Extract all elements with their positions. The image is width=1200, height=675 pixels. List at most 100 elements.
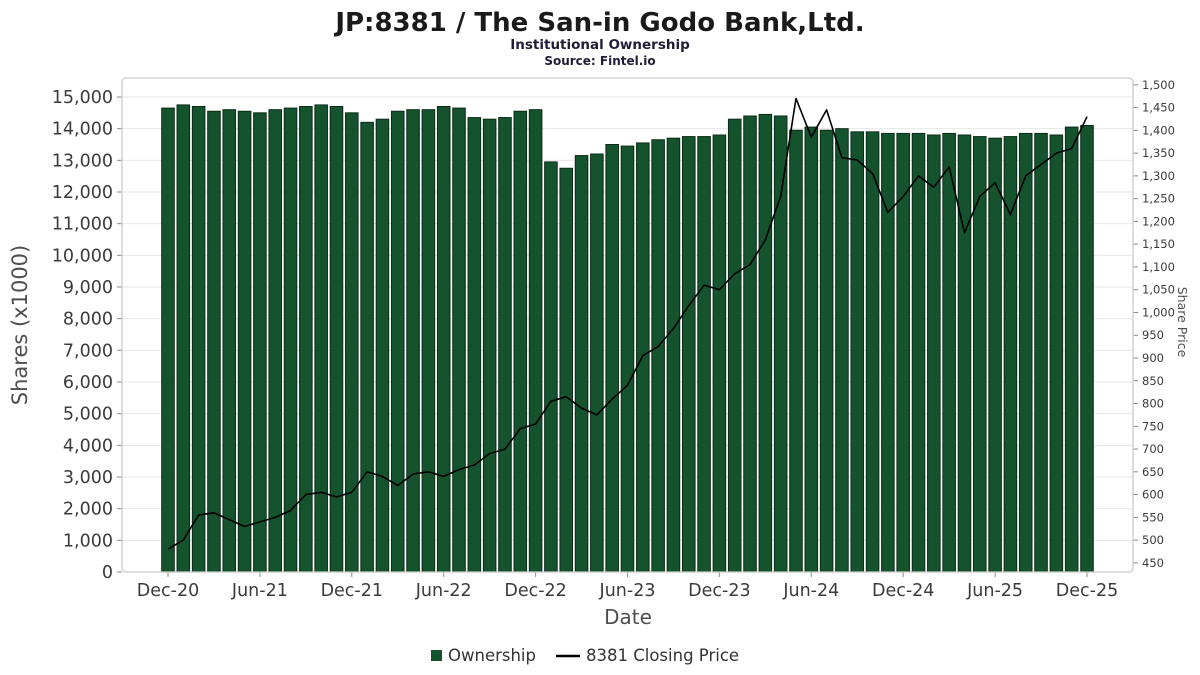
ownership-bar [421,109,436,573]
ownership-bar [758,113,773,573]
right-tick-label: 750 [1142,419,1164,433]
x-tick-label: Jun-25 [966,581,1023,601]
ownership-bar [590,153,604,573]
ownership-bar [927,134,941,573]
ownership-bar [636,142,650,573]
right-tick-label: 1,400 [1142,123,1175,137]
ownership-bar [222,109,237,573]
ownership-bar [1080,125,1094,573]
right-tick-label: 1,000 [1142,305,1175,319]
ownership-bar [253,112,267,573]
ownership-bar [390,110,405,573]
chart-subtitle: Institutional Ownership [510,37,690,53]
left-tick-label: 11,000 [52,215,113,235]
right-tick-label: 500 [1142,533,1164,547]
ownership-bar [268,109,283,573]
left-tick-label: 6,000 [63,373,113,393]
ownership-bar [804,126,819,573]
ownership-bar [651,139,665,573]
ownership-bar [161,107,175,573]
ownership-bar [1049,134,1064,573]
ownership-bar [406,109,420,573]
x-tick-label: Jun-23 [599,581,656,601]
right-tick-label: 650 [1142,465,1164,479]
ownership-bar [1018,132,1033,573]
right-tick-label: 1,300 [1142,169,1175,183]
ownership-bar [681,136,696,573]
ownership-bar [436,106,451,573]
right-tick-label: 1,150 [1142,237,1175,251]
ownership-bar [498,117,512,573]
ownership-bar [942,132,956,573]
right-tick-label: 1,100 [1142,260,1175,274]
ownership-bar [345,112,359,573]
ownership-bar [467,117,482,573]
right-tick-label: 450 [1142,556,1164,570]
left-tick-label: 0 [102,563,113,583]
ownership-bar [207,110,221,573]
ownership-bar [957,134,972,573]
left-tick-label: 10,000 [52,246,113,266]
right-tick-label: 700 [1142,442,1164,456]
ownership-bar [896,132,910,573]
ownership-bar [835,128,849,573]
right-tick-label: 1,500 [1142,78,1175,92]
x-tick-label: Jun-21 [231,581,288,601]
ownership-bar [988,137,1002,573]
ownership-bar [283,107,298,573]
left-tick-label: 13,000 [52,151,113,171]
x-tick-label: Dec-21 [321,581,383,601]
left-tick-label: 14,000 [52,120,113,140]
ownership-bar [697,136,711,573]
right-tick-label: 1,050 [1142,283,1175,297]
right-tick-label: 1,250 [1142,192,1175,206]
right-tick-label: 950 [1142,328,1164,342]
ownership-bar [865,131,880,573]
left-tick-label: 1,000 [63,531,113,551]
ownership-bar [850,131,865,573]
x-axis-label: Date [604,605,652,629]
x-tick-label: Dec-23 [688,581,750,601]
x-tick-label: Dec-25 [1056,581,1118,601]
ownership-bar [452,107,466,573]
left-tick-label: 3,000 [63,468,113,488]
x-tick-label: Dec-24 [872,581,934,601]
right-tick-label: 600 [1142,488,1164,502]
plot-area: 0 1,000 2,000 3,000 4,000 5,000 6,000 7,000 8,00… [52,77,1175,601]
left-tick-label: 4,000 [63,436,113,456]
left-tick-label: 2,000 [63,500,113,520]
ownership-bar [1034,132,1048,573]
chart-source: Source: Fintel.io [544,54,655,68]
left-tick-label: 7,000 [63,341,113,361]
ownership-bar [911,132,926,573]
right-tick-label: 1,350 [1142,146,1175,160]
ownership-bar [819,129,834,573]
plot-border [121,77,1134,573]
ownership-bar [176,104,191,573]
left-axis-label: Shares (x1000) [8,245,32,405]
ownership-bar [528,109,543,573]
left-tick-label: 15,000 [52,88,113,108]
right-tick-label: 550 [1142,510,1164,524]
left-tick-label: 12,000 [52,183,113,203]
left-tick-label: 5,000 [63,405,113,425]
ownership-bar [666,137,681,573]
ownership-bar [544,161,558,573]
ownership-bar [743,115,757,573]
ownership-bar [314,104,328,573]
right-axis-label: Share Price [1175,287,1190,358]
legend: Ownership 8381 Closing Price [431,646,739,665]
right-tick-label: 1,200 [1142,214,1175,228]
price-legend-label: 8381 Closing Price [586,646,739,665]
ownership-bar [482,118,497,573]
ownership-bar [191,106,206,573]
price-line [167,97,1088,550]
x-tick-label: Dec-20 [137,581,199,601]
right-tick-label: 850 [1142,374,1164,388]
ownership-bar [712,134,727,573]
ownership-bar [973,136,987,573]
ownership-legend-marker [431,650,442,661]
ownership-bar [329,106,344,573]
